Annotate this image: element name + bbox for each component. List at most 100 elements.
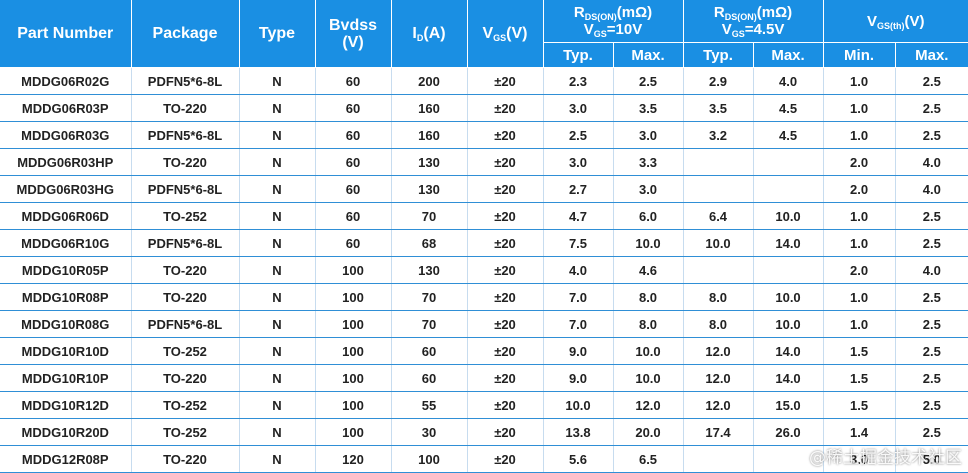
cell-type: N xyxy=(239,122,315,149)
cell-package: TO-220 xyxy=(131,149,239,176)
cell-vgs: ±20 xyxy=(467,203,543,230)
cell-id: 160 xyxy=(391,95,467,122)
cell-rds-4-5v-typ xyxy=(683,257,753,284)
cell-vgs: ±20 xyxy=(467,257,543,284)
cell-rds-4-5v-max: 10.0 xyxy=(753,203,823,230)
cell-bvdss: 100 xyxy=(315,311,391,338)
cell-bvdss: 100 xyxy=(315,392,391,419)
cell-type: N xyxy=(239,149,315,176)
cell-rds-10v-typ: 4.7 xyxy=(543,203,613,230)
cell-rds-4-5v-max xyxy=(753,257,823,284)
header-bvdss-label: Bvdss xyxy=(329,17,377,34)
cell-rds-4-5v-typ: 3.5 xyxy=(683,95,753,122)
cell-rds-10v-max: 4.6 xyxy=(613,257,683,284)
cell-vgs: ±20 xyxy=(467,392,543,419)
cell-type: N xyxy=(239,176,315,203)
cell-vgs-th-max: 4.0 xyxy=(895,257,968,284)
cell-rds-4-5v-max xyxy=(753,149,823,176)
cell-id: 70 xyxy=(391,284,467,311)
cell-rds-10v-typ: 13.8 xyxy=(543,419,613,446)
cell-rds-10v-typ: 9.0 xyxy=(543,365,613,392)
cell-part-number: MDDG06R03G xyxy=(0,122,131,149)
cell-vgs-th-max: 2.5 xyxy=(895,392,968,419)
header-rds-4-5v-cond-value: =4.5V xyxy=(745,21,785,38)
cell-id: 60 xyxy=(391,365,467,392)
cell-vgs-th-min: 2.0 xyxy=(823,257,895,284)
cell-package: TO-252 xyxy=(131,203,239,230)
cell-rds-10v-typ: 2.3 xyxy=(543,68,613,95)
header-vgs-th-symbol: V xyxy=(867,13,877,30)
cell-bvdss: 60 xyxy=(315,176,391,203)
cell-rds-4-5v-max: 14.0 xyxy=(753,338,823,365)
cell-type: N xyxy=(239,95,315,122)
cell-rds-4-5v-max: 14.0 xyxy=(753,230,823,257)
cell-bvdss: 60 xyxy=(315,230,391,257)
cell-rds-10v-typ: 7.0 xyxy=(543,284,613,311)
header-vgs-th-unit: (V) xyxy=(905,13,925,30)
cell-vgs-th-max: 2.5 xyxy=(895,365,968,392)
cell-vgs-th-min: 1.4 xyxy=(823,419,895,446)
cell-vgs-th-min: 1.5 xyxy=(823,338,895,365)
cell-rds-4-5v-typ: 8.0 xyxy=(683,311,753,338)
cell-rds-4-5v-typ: 12.0 xyxy=(683,365,753,392)
header-rds-10v-cond-symbol: V xyxy=(584,21,594,38)
cell-rds-10v-max: 10.0 xyxy=(613,338,683,365)
cell-package: PDFN5*6-8L xyxy=(131,122,239,149)
cell-part-number: MDDG10R08P xyxy=(0,284,131,311)
header-rds-4-5v-unit: (mΩ) xyxy=(757,4,792,21)
cell-rds-10v-typ: 7.5 xyxy=(543,230,613,257)
cell-type: N xyxy=(239,338,315,365)
cell-bvdss: 60 xyxy=(315,68,391,95)
cell-bvdss: 60 xyxy=(315,122,391,149)
cell-rds-4-5v-typ xyxy=(683,176,753,203)
cell-id: 130 xyxy=(391,176,467,203)
cell-vgs-th-min: 1.0 xyxy=(823,122,895,149)
cell-vgs-th-max: 2.5 xyxy=(895,203,968,230)
cell-vgs-th-max: 2.5 xyxy=(895,230,968,257)
cell-vgs: ±20 xyxy=(467,338,543,365)
cell-vgs: ±20 xyxy=(467,311,543,338)
header-part-number: Part Number xyxy=(0,0,131,68)
cell-vgs-th-max: 2.5 xyxy=(895,311,968,338)
header-bvdss-unit: (V) xyxy=(342,34,363,51)
cell-vgs: ±20 xyxy=(467,365,543,392)
cell-rds-10v-typ: 3.0 xyxy=(543,95,613,122)
cell-bvdss: 100 xyxy=(315,338,391,365)
cell-vgs-th-min: 1.0 xyxy=(823,311,895,338)
header-rds-10v: RDS(ON)(mΩ) VGS=10V xyxy=(543,0,683,43)
cell-rds-10v-max: 12.0 xyxy=(613,392,683,419)
cell-vgs-th-max: 2.5 xyxy=(895,419,968,446)
cell-rds-4-5v-typ: 12.0 xyxy=(683,392,753,419)
cell-rds-4-5v-max: 4.5 xyxy=(753,95,823,122)
cell-type: N xyxy=(239,392,315,419)
header-rds-10v-symbol: R xyxy=(574,4,585,21)
cell-part-number: MDDG06R06D xyxy=(0,203,131,230)
cell-package: TO-220 xyxy=(131,257,239,284)
cell-id: 130 xyxy=(391,149,467,176)
cell-vgs-th-max: 4.0 xyxy=(895,176,968,203)
cell-rds-10v-max: 6.5 xyxy=(613,446,683,473)
cell-rds-4-5v-max: 10.0 xyxy=(753,311,823,338)
cell-rds-4-5v-typ: 10.0 xyxy=(683,230,753,257)
cell-rds-4-5v-max: 4.0 xyxy=(753,68,823,95)
header-vgs-th-subscript: GS(th) xyxy=(877,21,905,31)
cell-vgs: ±20 xyxy=(467,122,543,149)
cell-part-number: MDDG12R08P xyxy=(0,446,131,473)
header-rds-10v-unit: (mΩ) xyxy=(617,4,652,21)
cell-id: 30 xyxy=(391,419,467,446)
cell-rds-4-5v-typ: 3.2 xyxy=(683,122,753,149)
cell-rds-10v-max: 8.0 xyxy=(613,311,683,338)
header-vgs-subscript: GS xyxy=(493,33,506,43)
cell-type: N xyxy=(239,230,315,257)
cell-part-number: MDDG06R03HG xyxy=(0,176,131,203)
header-id: ID(A) xyxy=(391,0,467,68)
header-rds-4-5v-symbol: R xyxy=(714,4,725,21)
cell-vgs: ±20 xyxy=(467,176,543,203)
